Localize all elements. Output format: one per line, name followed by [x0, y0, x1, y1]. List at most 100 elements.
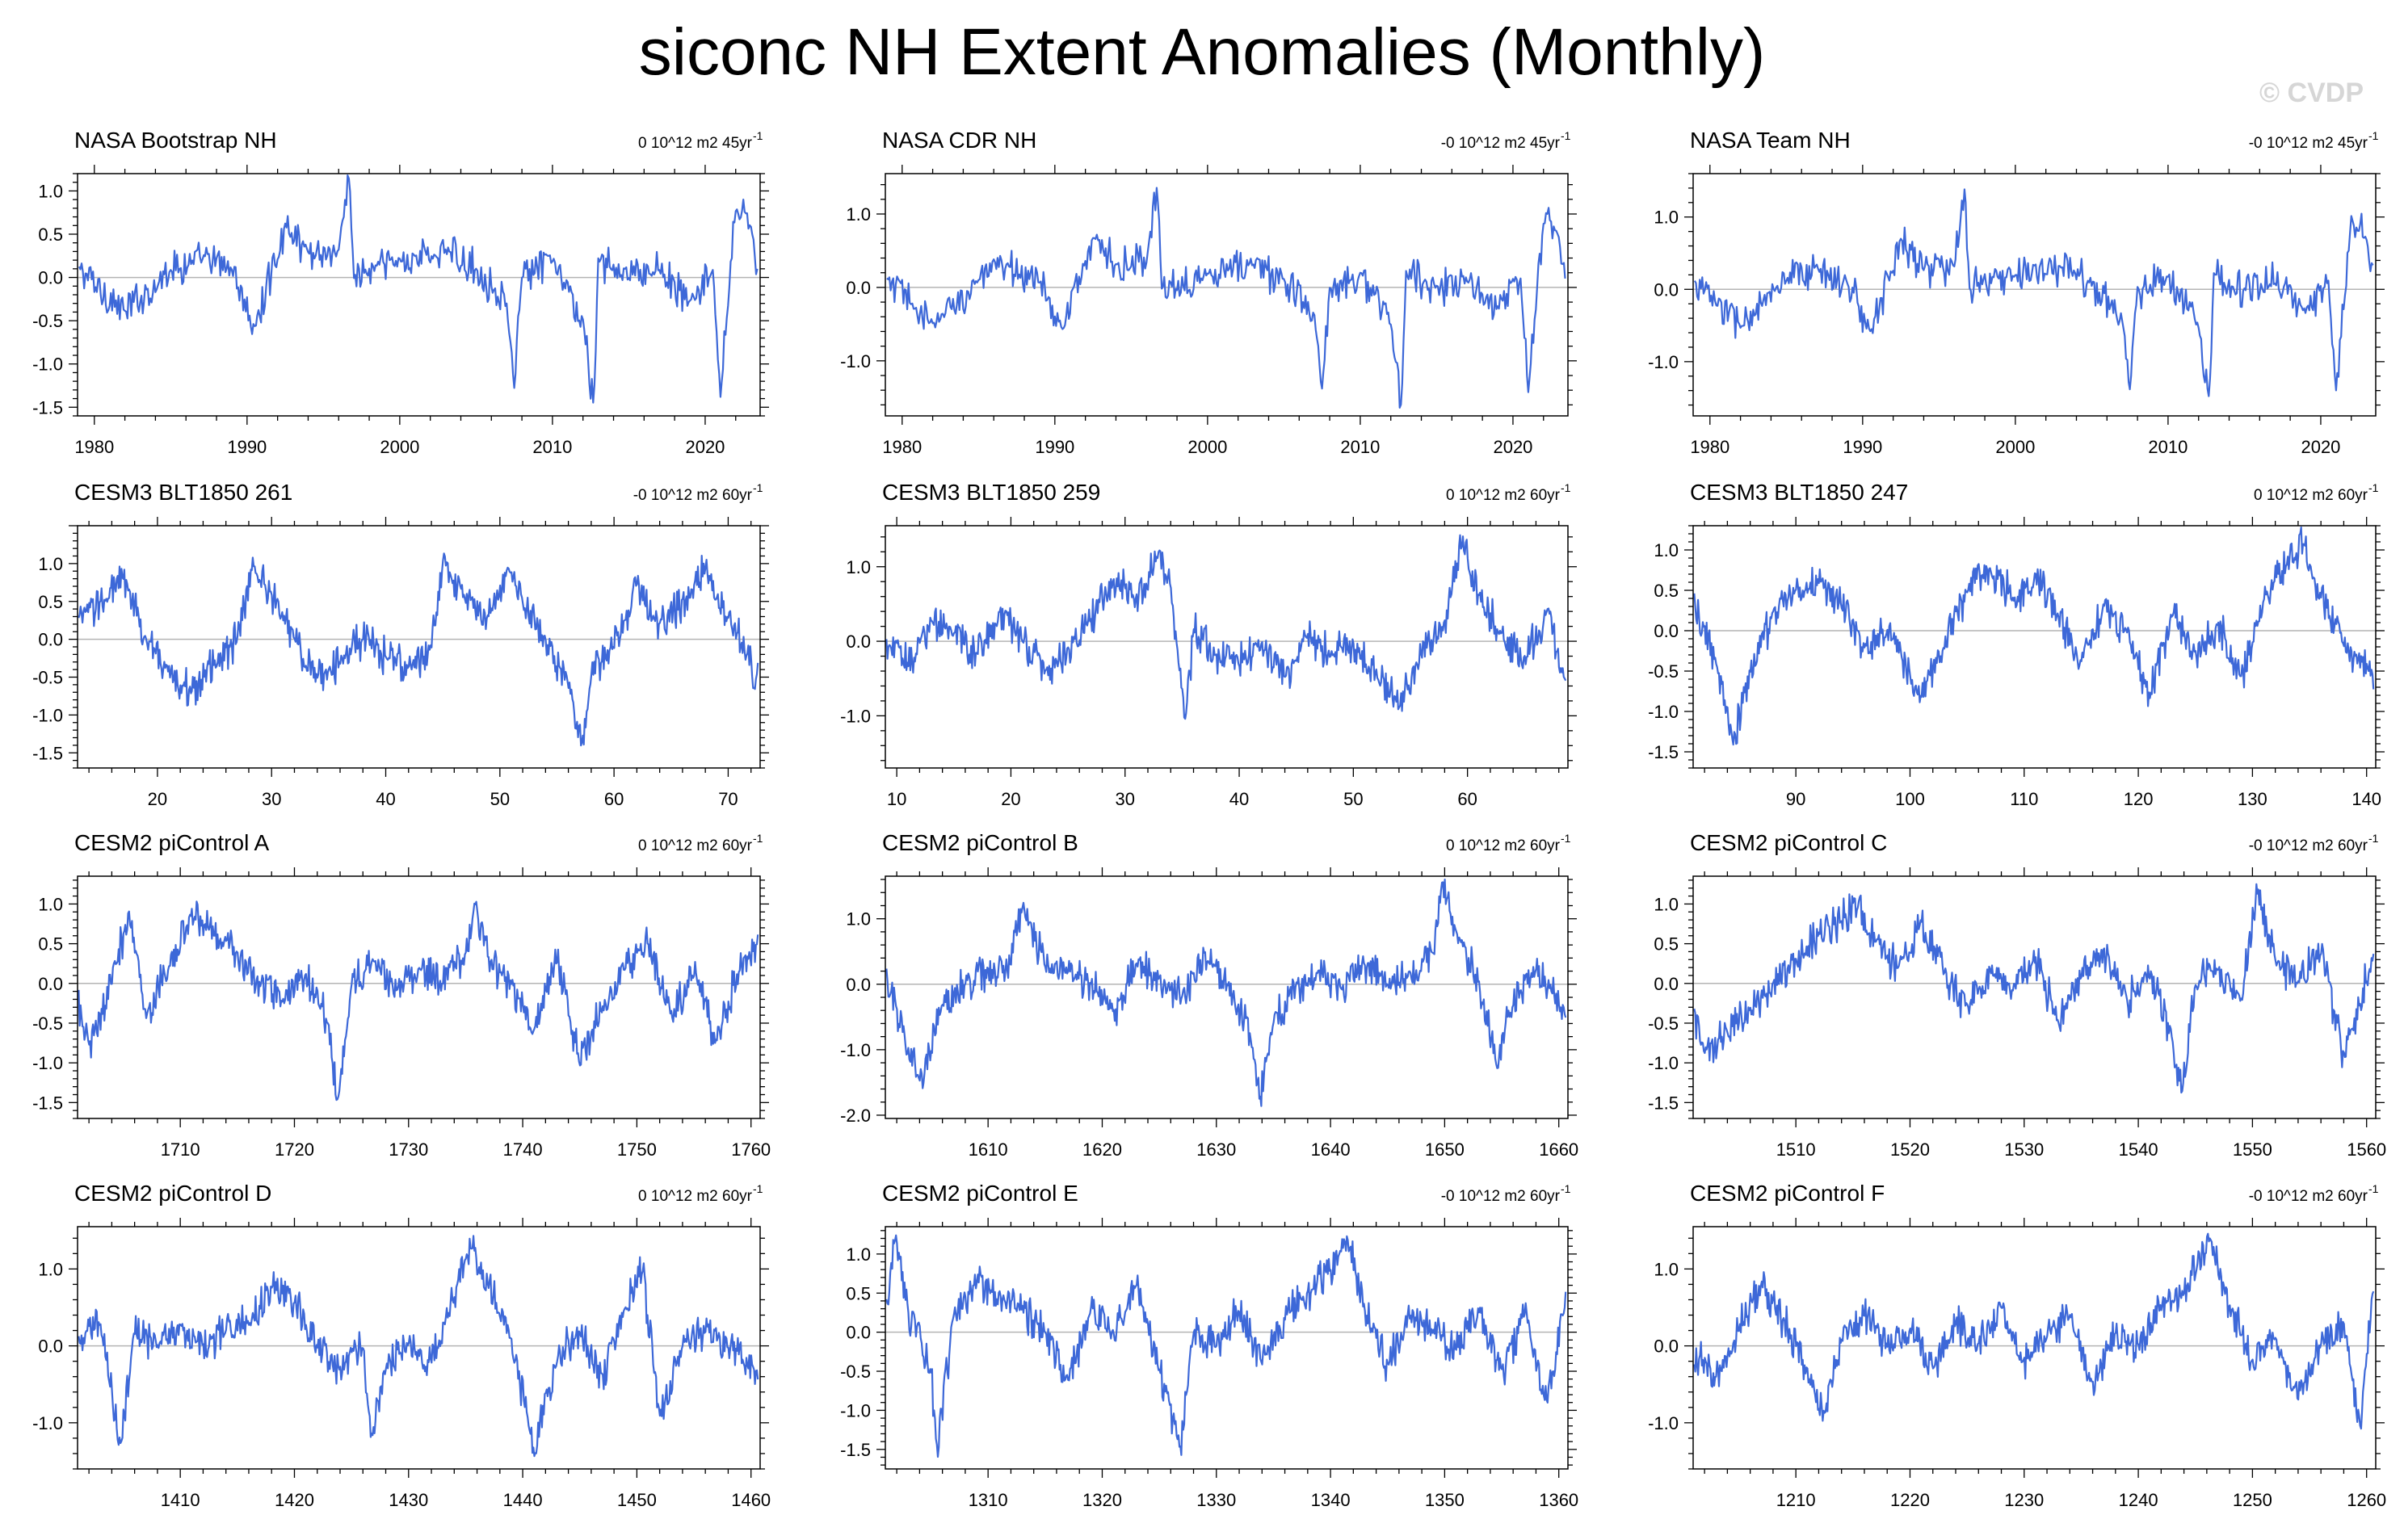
x-tick-label: 50	[1343, 789, 1363, 809]
x-tick-label: 10	[887, 789, 906, 809]
panel-title: CESM2 piControl E	[882, 1181, 1078, 1206]
plot-frame	[885, 875, 1569, 1119]
y-tick-label: -1.0	[32, 355, 63, 375]
x-tick-label: 2000	[380, 437, 419, 457]
x-tick-label: 110	[2010, 789, 2038, 809]
x-tick-label: 2010	[1340, 437, 1380, 457]
y-tick-label: 0.0	[846, 278, 871, 298]
y-tick-label: -0.5	[1648, 1013, 1679, 1034]
x-tick-label: 1520	[1890, 1139, 1930, 1160]
y-tick-label: 0.5	[38, 592, 63, 612]
trend-exponent: -1	[753, 129, 763, 142]
panel-cesm3-blt1850-261: CESM3 BLT1850 261 -0 10^12 m2 60yr -1 20 30 4…	[32, 480, 769, 809]
y-tick-label: -1.5	[32, 743, 63, 763]
x-tick-label: 1320	[1082, 1490, 1122, 1510]
x-tick-label: 130	[2238, 789, 2267, 809]
x-tick-label: 2020	[685, 437, 725, 457]
panel-title: CESM2 piControl A	[74, 830, 270, 855]
y-tick-label: 1.0	[1654, 208, 1679, 228]
panel-title: NASA Bootstrap NH	[74, 128, 277, 153]
x-tick-label: 60	[604, 789, 624, 809]
panel-cesm2-picontrol-c: CESM2 piControl C -0 10^12 m2 60yr -1 1510 1…	[1648, 830, 2386, 1160]
x-tick-label: 140	[2351, 789, 2381, 809]
x-tick-label: 1540	[2119, 1139, 2158, 1160]
y-tick-label: 1.0	[1654, 1259, 1679, 1279]
panel-title: CESM2 piControl C	[1690, 830, 1887, 855]
x-tick-label: 2010	[2148, 437, 2188, 457]
x-tick-label: 1410	[161, 1490, 200, 1510]
x-tick-label: 1660	[1539, 1139, 1578, 1160]
trend-exponent: -1	[1561, 1182, 1571, 1195]
y-tick-label: 0.5	[38, 934, 63, 955]
x-tick-label: 50	[490, 789, 510, 809]
panel-title: NASA CDR NH	[882, 128, 1036, 153]
x-tick-label: 40	[1229, 789, 1249, 809]
y-tick-label: -1.0	[32, 1413, 63, 1433]
y-tick-label: 0.0	[846, 1323, 871, 1343]
series-line	[78, 552, 759, 747]
x-tick-label: 1990	[227, 437, 267, 457]
x-tick-label: 20	[148, 789, 167, 809]
trend-exponent: -1	[2368, 481, 2379, 494]
y-tick-label: -1.5	[1648, 1093, 1679, 1113]
panel-title: CESM3 BLT1850 247	[1690, 480, 1908, 505]
y-tick-label: -0.5	[32, 1013, 63, 1034]
x-tick-label: 1740	[503, 1139, 543, 1160]
y-tick-label: -1.0	[1648, 702, 1679, 722]
trend-label: -0 10^12 m2 45yr	[2249, 135, 2368, 152]
y-tick-label: -1.0	[840, 1040, 871, 1060]
x-tick-label: 1990	[1035, 437, 1074, 457]
y-tick-label: -1.0	[840, 706, 871, 726]
series-line	[885, 1234, 1567, 1458]
trend-label: -0 10^12 m2 60yr	[1441, 1188, 1561, 1205]
x-tick-label: 1560	[2347, 1139, 2386, 1160]
x-tick-label: 1260	[2347, 1490, 2386, 1510]
panel-title: CESM2 piControl D	[74, 1181, 271, 1206]
trend-exponent: -1	[753, 481, 763, 494]
series-line	[885, 878, 1567, 1107]
x-tick-label: 1980	[1690, 437, 1729, 457]
x-tick-label: 1210	[1776, 1490, 1816, 1510]
y-tick-label: 1.0	[38, 181, 63, 201]
panel-title: CESM3 BLT1850 261	[74, 480, 292, 505]
x-tick-label: 1990	[1843, 437, 1882, 457]
trend-label: 0 10^12 m2 60yr	[638, 1188, 753, 1205]
x-tick-label: 1550	[2233, 1139, 2272, 1160]
x-tick-label: 2020	[2301, 437, 2340, 457]
y-tick-label: 1.0	[846, 204, 871, 224]
y-tick-label: -1.0	[1648, 352, 1679, 372]
x-tick-label: 70	[718, 789, 738, 809]
x-tick-label: 1530	[2004, 1139, 2044, 1160]
x-tick-label: 2000	[1995, 437, 2035, 457]
y-tick-label: 1.0	[1654, 894, 1679, 914]
x-tick-label: 1980	[74, 437, 114, 457]
trend-exponent: -1	[2368, 832, 2379, 845]
x-tick-label: 2010	[532, 437, 572, 457]
series-line	[1693, 1232, 2375, 1430]
x-tick-label: 60	[1457, 789, 1477, 809]
y-tick-label: -2.0	[840, 1106, 871, 1126]
y-tick-label: 0.0	[1654, 1336, 1679, 1357]
trend-exponent: -1	[1561, 129, 1571, 142]
panel-cesm2-picontrol-d: CESM2 piControl D 0 10^12 m2 60yr -1 1410 14…	[32, 1181, 771, 1510]
panel-cesm2-picontrol-b: CESM2 piControl B 0 10^12 m2 60yr -1 1610 16…	[840, 830, 1578, 1160]
x-tick-label: 1240	[2119, 1490, 2158, 1510]
x-tick-label: 30	[1115, 789, 1134, 809]
plot-frame	[885, 1226, 1569, 1470]
plot-frame	[77, 875, 761, 1119]
series-line	[1693, 188, 2374, 397]
y-tick-label: 0.5	[1654, 581, 1679, 601]
panel-cesm3-blt1850-247: CESM3 BLT1850 247 0 10^12 m2 60yr -1 90 100 1…	[1648, 480, 2385, 809]
x-tick-label: 1340	[1311, 1490, 1351, 1510]
y-tick-label: -1.5	[1648, 742, 1679, 762]
trend-label: 0 10^12 m2 60yr	[638, 837, 753, 854]
x-tick-label: 1720	[275, 1139, 314, 1160]
x-tick-label: 40	[376, 789, 395, 809]
cvdp-watermark: © CVDP	[2259, 78, 2364, 108]
x-tick-label: 1350	[1425, 1490, 1465, 1510]
panel-title: CESM3 BLT1850 259	[882, 480, 1100, 505]
y-tick-label: -1.0	[32, 705, 63, 725]
y-tick-label: 1.0	[846, 1244, 871, 1265]
y-tick-label: -0.5	[840, 1362, 871, 1382]
